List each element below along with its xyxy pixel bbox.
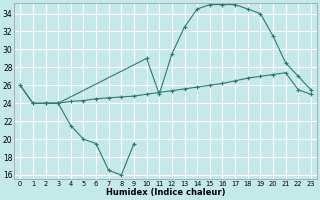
X-axis label: Humidex (Indice chaleur): Humidex (Indice chaleur): [106, 188, 225, 197]
